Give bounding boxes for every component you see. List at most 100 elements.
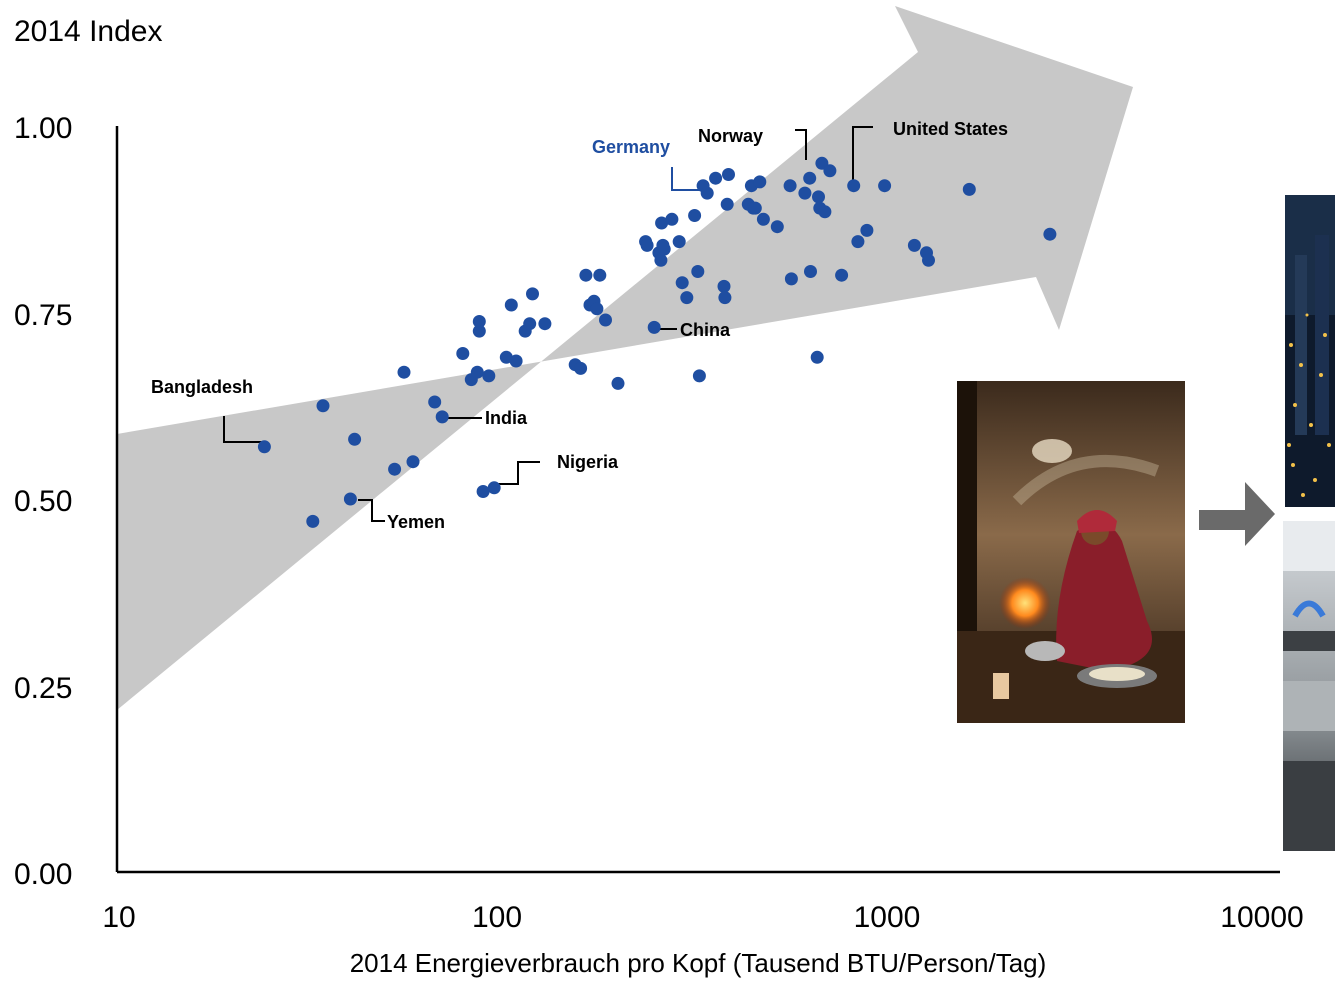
label-yemen: Yemen: [387, 512, 445, 532]
x-tick-label: 10: [102, 901, 135, 934]
photo-city-lights: [1285, 195, 1335, 507]
scatter-point: [343, 492, 357, 506]
scatter-point: [665, 212, 679, 226]
scatter-point: [574, 361, 588, 375]
label-bangladesh: Bangladesh: [151, 377, 253, 397]
scatter-point: [435, 410, 449, 424]
scatter-point: [456, 347, 470, 360]
scatter-point: [756, 212, 770, 226]
x-axis-title: 2014 Energieverbrauch pro Kopf (Tausend …: [350, 948, 1047, 978]
scatter-point: [655, 216, 669, 230]
scatter-point: [657, 242, 671, 256]
scatter-point: [722, 168, 735, 181]
scatter-point: [599, 313, 612, 327]
scatter-point: [472, 324, 486, 338]
scatter-point: [672, 235, 686, 249]
scatter-point: [770, 220, 784, 234]
y-axis-title: 2014 Index: [14, 15, 162, 48]
scatter-point: [257, 440, 271, 454]
scatter-point: [818, 205, 832, 219]
scatter-point: [316, 399, 330, 413]
scatter-point: [397, 365, 411, 379]
leader-united-states: [852, 126, 873, 180]
scatter-point: [675, 276, 689, 290]
label-india: India: [485, 408, 528, 428]
scatter-point: [691, 265, 705, 278]
scatter-point: [810, 350, 824, 364]
scatter-point: [922, 253, 935, 267]
scatter-point: [472, 315, 486, 328]
scatter-point: [907, 238, 921, 252]
scatter-point: [504, 298, 518, 312]
scatter-point: [470, 365, 484, 379]
y-tick-label: 0.25: [14, 672, 72, 705]
scatter-point: [783, 179, 797, 193]
scatter-point: [720, 197, 734, 211]
scatter-point: [647, 320, 661, 334]
scatter-point: [611, 376, 625, 390]
scatter-point: [784, 272, 798, 286]
scatter-point: [306, 514, 320, 528]
scatter-point: [798, 186, 812, 200]
scatter-point: [579, 268, 593, 282]
scatter-point: [717, 279, 731, 293]
leader-yemen: [358, 499, 385, 522]
scatter-points: [257, 156, 1057, 528]
scatter-point: [523, 317, 537, 331]
y-tick-labels: 0.00 0.25 0.50 0.75 1.00: [14, 112, 72, 891]
y-tick-label: 1.00: [14, 112, 72, 145]
leader-germany: [671, 167, 700, 191]
scatter-point: [847, 179, 861, 193]
scatter-point: [476, 485, 490, 498]
scatter-point: [804, 265, 817, 278]
scatter-point: [406, 455, 420, 469]
y-tick-label: 0.50: [14, 485, 72, 518]
scatter-point: [538, 317, 552, 331]
scatter-point: [709, 171, 723, 185]
scatter-point: [718, 291, 732, 305]
scatter-point: [700, 186, 714, 200]
annotation-leaders: [223, 126, 873, 522]
x-tick-label: 10000: [1220, 901, 1303, 934]
scatter-point: [823, 164, 837, 178]
scatter-point: [526, 287, 539, 301]
y-tick-label: 0.00: [14, 858, 72, 891]
trend-arrow: [117, 6, 1133, 710]
scatter-point: [688, 209, 702, 222]
scatter-point: [753, 175, 767, 189]
photo-gas-stove: [1283, 521, 1335, 851]
scatter-point: [499, 350, 513, 364]
scatter-point: [851, 235, 865, 249]
scatter-point: [692, 369, 706, 383]
x-tick-label: 1000: [854, 901, 921, 934]
scatter-point: [878, 179, 892, 193]
x-tick-labels: 10 100 1000 10000: [102, 901, 1303, 934]
scatter-point: [962, 182, 976, 196]
x-tick-label: 100: [472, 901, 522, 934]
photo-traditional-stove: [957, 381, 1185, 723]
leader-norway: [795, 129, 807, 160]
scatter-point: [593, 268, 607, 282]
scatter-point: [748, 201, 762, 215]
annotation-labels: Bangladesh Yemen India Nigeria China Ger…: [151, 119, 1008, 532]
scatter-point: [590, 302, 604, 316]
scatter-point: [348, 432, 362, 446]
scatter-point: [428, 395, 442, 409]
scatter-point: [835, 268, 849, 282]
scatter-point: [388, 462, 402, 476]
label-united-states: United States: [893, 119, 1008, 139]
scatter-point: [487, 481, 501, 495]
label-germany: Germany: [592, 137, 670, 157]
scatter-point: [640, 238, 654, 252]
scatter-point: [654, 253, 668, 267]
scatter-point: [803, 171, 817, 185]
scatter-point: [1043, 227, 1057, 241]
leader-nigeria: [490, 461, 540, 485]
scatter-point: [482, 369, 496, 383]
scatter-point: [509, 354, 523, 368]
label-norway: Norway: [698, 126, 763, 146]
scatter-point: [812, 190, 825, 204]
transition-arrow: [1199, 482, 1275, 546]
y-tick-label: 0.75: [14, 299, 72, 332]
